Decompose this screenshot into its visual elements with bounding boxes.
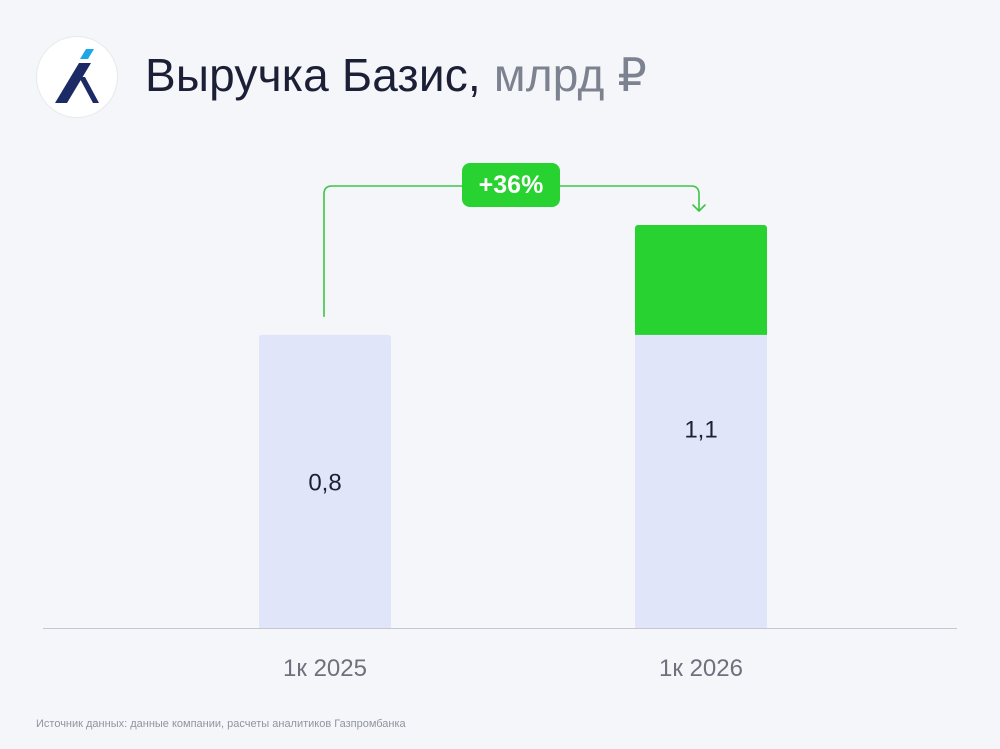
bar-growth-segment	[635, 225, 767, 338]
title-unit: млрд ₽	[493, 49, 647, 101]
bar-1к 2026	[635, 334, 767, 628]
bar-value-label: 1,1	[684, 416, 717, 443]
x-tick-label: 1к 2026	[659, 655, 743, 682]
growth-badge	[462, 163, 560, 207]
bar-value-label: 0,8	[308, 469, 341, 496]
source-note: Источник данных: данные компании, расчет…	[36, 718, 406, 730]
page-title: Выручка Базис, млрд ₽	[145, 46, 647, 104]
basis-logo-icon	[55, 49, 99, 103]
title-text: Выручка Базис,	[145, 49, 481, 101]
x-tick-label: 1к 2025	[283, 655, 367, 682]
growth-arrow-head	[692, 204, 706, 212]
bar-1к 2025	[259, 334, 391, 628]
company-logo	[37, 37, 117, 117]
bar-base-fill	[259, 622, 391, 628]
growth-badge-label: +36%	[479, 171, 544, 199]
